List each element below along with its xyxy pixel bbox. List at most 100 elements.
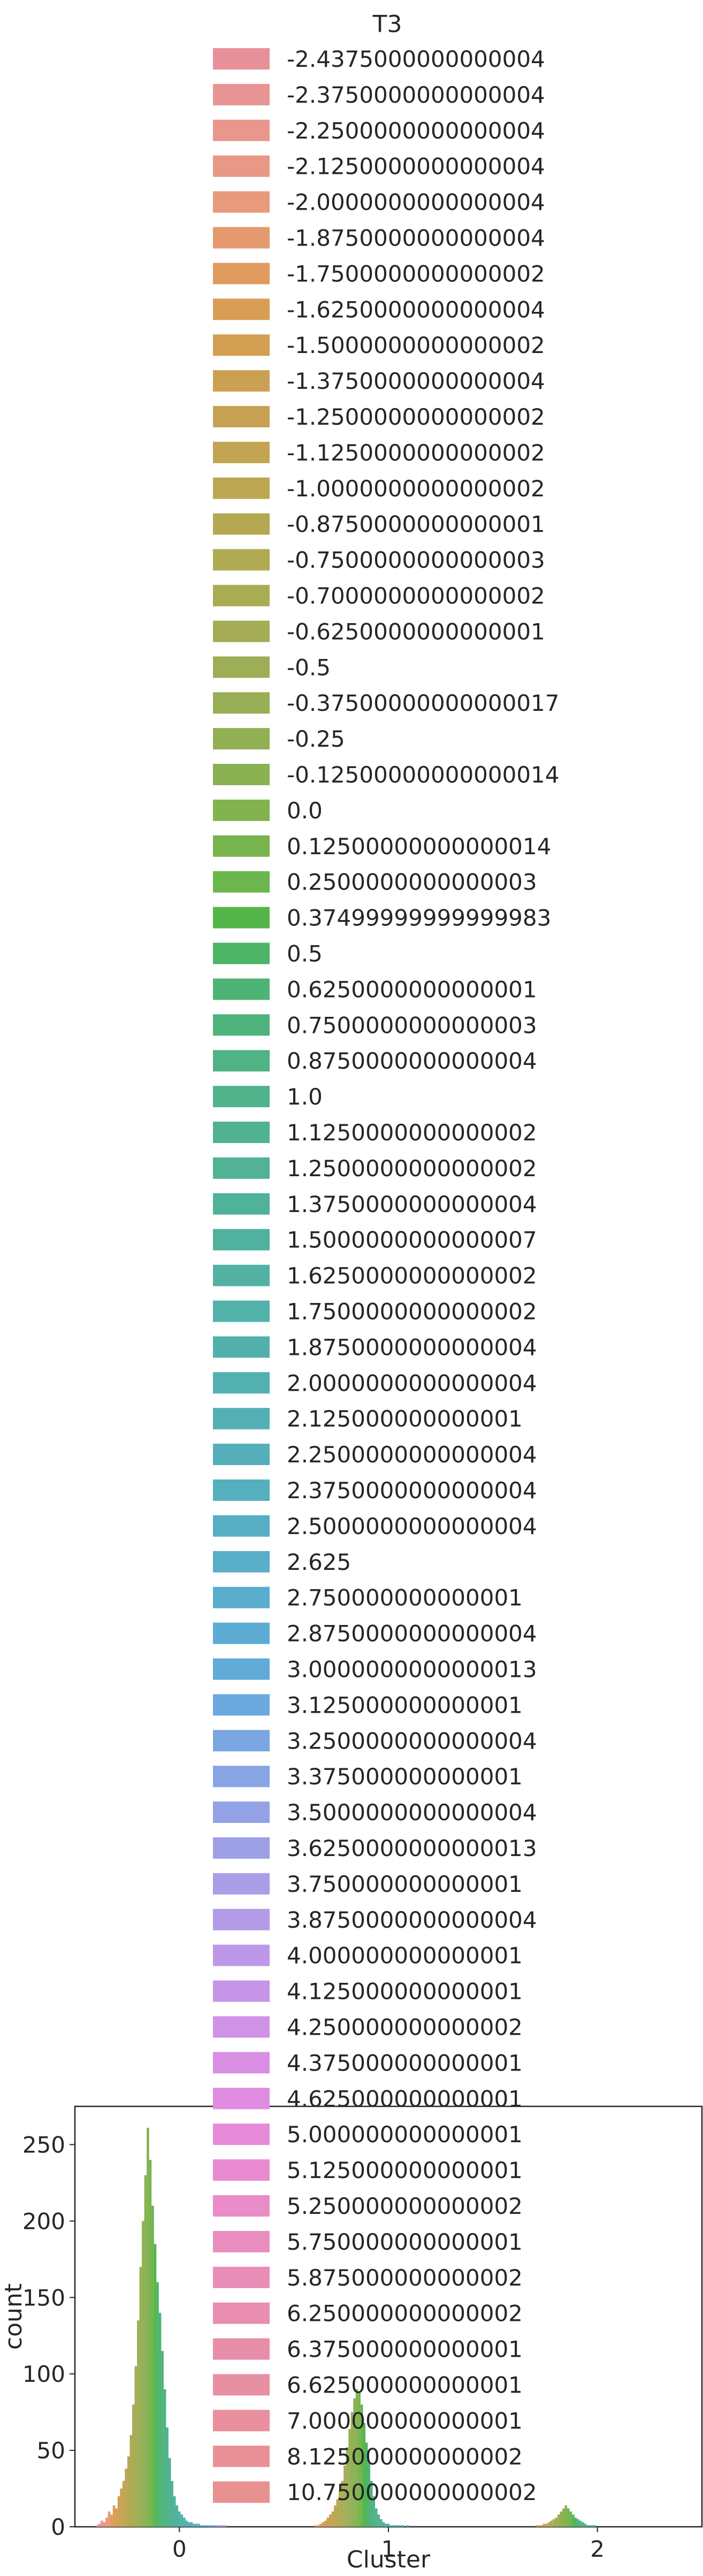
bar <box>363 2422 365 2527</box>
legend-swatch <box>213 1264 270 1286</box>
bar <box>550 2520 553 2527</box>
legend-swatch <box>213 83 270 105</box>
bar <box>542 2524 546 2527</box>
bar <box>589 2525 592 2527</box>
y-tick-label: 200 <box>22 2208 65 2234</box>
legend-swatch <box>213 799 270 821</box>
bar <box>98 2524 101 2527</box>
legend-label: 2.750000000000001 <box>287 1585 523 1611</box>
bar <box>593 2525 597 2527</box>
legend-swatch <box>213 907 270 929</box>
bar <box>178 2511 181 2527</box>
legend-swatch <box>213 370 270 392</box>
bar <box>134 2366 137 2527</box>
legend-label: -1.6250000000000004 <box>287 296 545 323</box>
legend-label: 3.2500000000000004 <box>287 1728 537 1754</box>
bar <box>120 2488 123 2527</box>
legend-swatch <box>213 1586 270 1608</box>
legend-swatch <box>213 764 270 785</box>
bar <box>355 2389 358 2527</box>
bar <box>547 2522 551 2527</box>
legend-swatch <box>213 1908 270 1930</box>
legend-label: 7.000000000000001 <box>287 2408 523 2434</box>
legend-swatch <box>213 978 270 1000</box>
legend-swatch <box>213 1300 270 1322</box>
bar <box>577 2519 579 2527</box>
bar <box>212 2525 215 2527</box>
bar <box>555 2517 557 2527</box>
legend-label: 4.625000000000001 <box>287 2086 523 2112</box>
bar <box>154 2244 157 2527</box>
legend-label: 1.3750000000000004 <box>287 1191 537 1217</box>
y-tick-label: 250 <box>22 2132 65 2158</box>
bar <box>540 2525 543 2527</box>
bar <box>112 2505 116 2527</box>
bar <box>392 2525 395 2527</box>
bar <box>185 2520 188 2527</box>
bar <box>215 2525 217 2527</box>
legend-swatch <box>213 1157 270 1179</box>
legend-swatch <box>213 406 270 427</box>
bar <box>331 2511 334 2527</box>
legend-label: 3.5000000000000004 <box>287 1799 537 1826</box>
legend-swatch <box>213 1873 270 1895</box>
bar <box>399 2525 402 2527</box>
legend-label: -0.5 <box>287 654 331 680</box>
legend-swatch <box>213 477 270 499</box>
legend-swatch <box>213 334 270 356</box>
legend-label: -2.3750000000000004 <box>287 82 545 108</box>
legend-swatch <box>213 620 270 642</box>
bar <box>375 2508 378 2527</box>
bar <box>348 2429 351 2527</box>
bar <box>217 2525 220 2527</box>
legend-swatch <box>213 1801 270 1823</box>
bar <box>396 2525 400 2527</box>
legend-label: 5.125000000000001 <box>287 2157 523 2183</box>
bar <box>180 2514 184 2527</box>
legend-swatch <box>213 1122 270 1143</box>
bar <box>339 2490 341 2527</box>
bar <box>161 2351 164 2527</box>
bar <box>101 2520 103 2527</box>
bar <box>103 2522 106 2527</box>
legend-label: 0.12500000000000014 <box>287 833 551 860</box>
legend-swatch <box>213 2410 270 2432</box>
legend-swatch <box>213 227 270 249</box>
bar <box>195 2524 198 2527</box>
bar <box>193 2524 195 2527</box>
bar <box>224 2525 227 2527</box>
legend-swatch <box>213 2481 270 2503</box>
bar <box>557 2514 560 2527</box>
legend: T3 -2.4375000000000004 -2.375000000000000… <box>213 11 560 2505</box>
legend-swatch <box>213 2230 270 2252</box>
bar <box>204 2525 208 2527</box>
legend-swatch <box>213 48 270 70</box>
bar <box>382 2522 385 2527</box>
legend-label: 3.0000000000000013 <box>287 1657 537 1683</box>
bar <box>188 2522 190 2527</box>
bar <box>207 2525 210 2527</box>
y-axis-label: count <box>0 2283 27 2350</box>
bar <box>353 2398 356 2527</box>
x-axis: 0 1 2 <box>172 2527 605 2562</box>
bar <box>385 2524 387 2527</box>
legend-label: 0.8750000000000004 <box>287 1048 537 1074</box>
bar <box>336 2499 339 2527</box>
bar <box>149 2160 152 2527</box>
legend-swatch <box>213 2159 270 2181</box>
legend-label: 0.0 <box>287 798 323 824</box>
bar <box>190 2522 193 2527</box>
legend-label: 3.750000000000001 <box>287 1871 523 1897</box>
legend-label: 10.750000000000002 <box>287 2479 537 2505</box>
bar <box>127 2456 130 2527</box>
legend-swatch <box>213 1622 270 1644</box>
legend-label: 1.1250000000000002 <box>287 1120 537 1146</box>
legend-label: 5.750000000000001 <box>287 2229 523 2255</box>
bar <box>197 2524 200 2527</box>
legend-label: -2.1250000000000004 <box>287 154 545 180</box>
bar <box>151 2205 154 2527</box>
legend-swatch <box>213 728 270 750</box>
legend-label: 0.6250000000000001 <box>287 976 537 1002</box>
legend-swatch <box>213 1980 270 2002</box>
